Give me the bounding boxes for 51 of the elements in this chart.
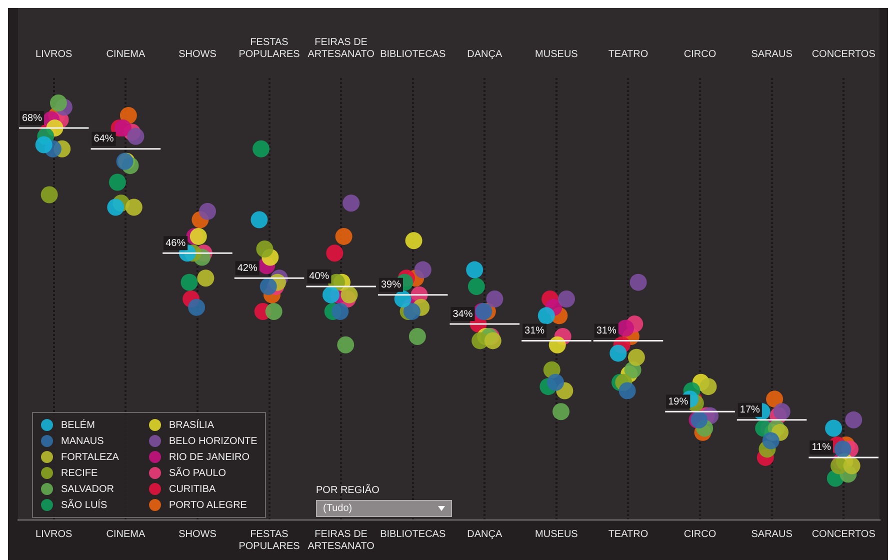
legend-label: FORTALEZA [61,452,119,462]
legend-label: SÃO LUÍS [61,500,108,510]
category-label: CINEMA [106,48,146,60]
annotation: 31% [524,325,545,336]
legend-label: RECIFE [61,468,98,478]
annotation: 68% [22,112,42,124]
category-label: DANÇA [467,48,502,60]
category-label: TEATRO [608,48,648,60]
category-label: MUSEUS [535,48,578,60]
legend-label: RIO DE JANEIRO [168,452,250,462]
category-label: CIRCO [684,48,716,60]
legend-label: MANAUS [61,436,104,446]
legend-label: BELÉM [61,420,95,430]
x-tick-label: BIBLIOTECAS [380,528,446,540]
legend-label: SÃO PAULO [168,468,226,478]
x-tick-label: SARAUS [751,528,793,540]
category-label: SHOWS [178,48,216,60]
legend-label: CURITIBA [168,484,216,494]
category-label: FESTAS POPULARES [238,36,300,60]
annotation: 19% [668,396,688,408]
x-tick-label: FESTAS POPULARES [238,528,300,552]
category-label: CONCERTOS [812,48,876,60]
annotation: 64% [94,134,114,145]
category-label: FEIRAS DE ARTESANATO [308,36,374,60]
x-tick-label: FEIRAS DE ARTESANATO [308,528,375,552]
x-tick-label: DANÇA [467,528,502,540]
legend-label: SALVADOR [61,484,114,494]
annotation: 46% [166,238,186,249]
legend-label: BELO HORIZONTE [168,436,258,446]
x-tick-label: SHOWS [178,528,217,540]
annotation: 34% [452,308,473,320]
annotation: 17% [740,404,760,416]
annotation: (Tudo) [323,503,352,514]
annotation: 31% [596,325,616,336]
category-label: SARAUS [751,48,792,60]
annotation: 42% [237,262,258,274]
annotation: 40% [309,271,330,282]
annotation: 11% [812,442,832,454]
x-tick-label: CINEMA [106,528,146,540]
annotation: 39% [380,280,402,291]
x-tick-label: MUSEUS [535,528,578,540]
x-tick-label: LIVROS [36,528,73,540]
legend-label: PORTO ALEGRE [168,500,247,510]
legend-label: BRASÍLIA [168,420,214,430]
annotation: POR REGIÃO [316,485,380,496]
category-label: LIVROS [36,48,72,60]
category-label: BIBLIOTECAS [380,48,446,60]
dropdown-field: (Tudo) [316,500,452,517]
x-tick-label: CIRCO [684,528,716,540]
x-tick-label: CONCERTOS [812,528,876,540]
x-tick-label: TEATRO [608,528,648,540]
